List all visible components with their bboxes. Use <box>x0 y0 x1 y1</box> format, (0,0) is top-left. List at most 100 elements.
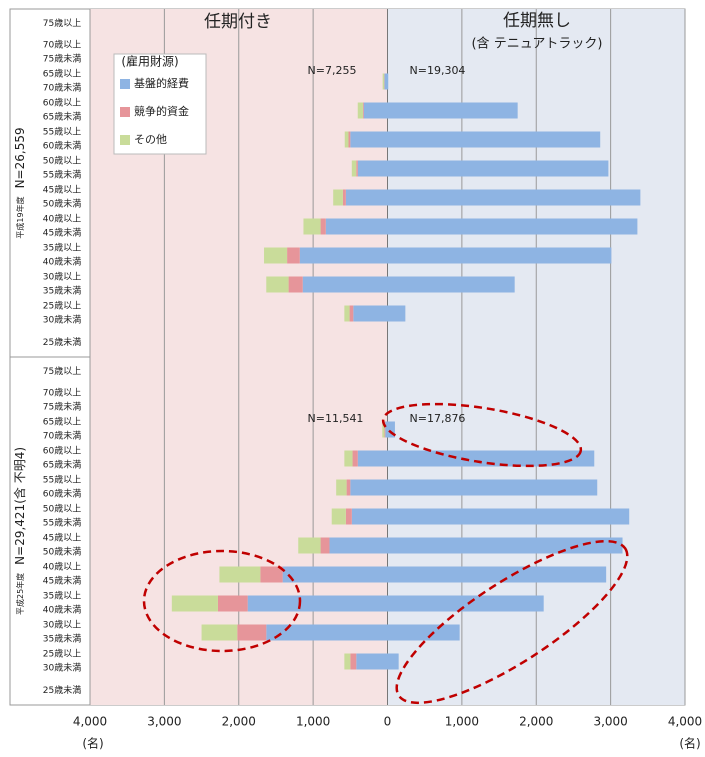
bar-fixed <box>357 450 388 467</box>
bar-fixed <box>266 276 289 293</box>
bars <box>171 73 641 670</box>
bar-fixed <box>247 595 388 612</box>
x-tick-label: 3,000 <box>147 715 181 729</box>
n-fixed: N=11,541 <box>308 412 364 425</box>
y-tick-label: 75歳未満 <box>43 401 81 413</box>
y-tick-label: 25歳以上 <box>43 648 81 660</box>
annotations <box>142 402 629 705</box>
x-tick-label: 3,000 <box>593 715 627 729</box>
bar-fixed <box>288 276 303 293</box>
bar-fixed <box>201 624 238 641</box>
n-fixed: N=7,255 <box>308 64 357 77</box>
panel-total: N=26,559 <box>13 127 27 188</box>
bar-fixed <box>356 160 358 177</box>
x-tick-label: 4,000 <box>73 715 107 729</box>
bar-fixed <box>287 247 300 264</box>
n-permanent: N=17,876 <box>410 412 466 425</box>
panel-period: 平成25年度 <box>15 573 25 615</box>
legend-title: (雇用財源) <box>121 54 178 69</box>
bar-permanent <box>387 160 609 177</box>
y-tick-label: 40歳以上 <box>43 561 81 573</box>
y-tick-label: 50歳未満 <box>43 546 81 558</box>
bar-permanent <box>387 189 641 206</box>
bar-fixed <box>382 421 385 438</box>
y-tick-label: 30歳以上 <box>43 271 81 283</box>
bar-fixed <box>357 102 363 119</box>
bar-fixed <box>350 479 388 496</box>
bar-fixed <box>384 421 386 438</box>
bar-fixed <box>351 160 357 177</box>
bar-permanent <box>387 508 630 525</box>
bar-fixed <box>320 218 326 235</box>
y-tick-label: 35歳未満 <box>43 633 81 645</box>
bar-fixed <box>299 247 388 264</box>
bar-fixed <box>353 305 388 322</box>
bar-fixed <box>356 653 388 670</box>
bar-fixed <box>352 450 358 467</box>
y-tick-label: 50歳以上 <box>43 155 81 167</box>
n-permanent: N=19,304 <box>410 64 466 77</box>
bar-fixed <box>349 305 354 322</box>
y-tick-label: 35歳以上 <box>43 242 81 254</box>
y-tick-label: 40歳未満 <box>43 604 81 616</box>
bar-fixed <box>266 624 388 641</box>
bar-permanent <box>387 566 607 583</box>
x-tick-label: 2,000 <box>519 715 553 729</box>
bar-fixed <box>325 218 388 235</box>
bar-fixed <box>219 566 261 583</box>
y-tick-label: 25歳未満 <box>43 684 81 696</box>
y-tick-label: 60歳未満 <box>43 488 81 500</box>
bar-permanent <box>387 218 638 235</box>
bar-permanent <box>387 131 601 148</box>
bar-fixed <box>260 566 283 583</box>
x-tick-label: 1,000 <box>296 715 330 729</box>
bar-fixed <box>350 653 357 670</box>
bar-fixed <box>344 305 350 322</box>
y-tick-label: 35歳未満 <box>43 285 81 297</box>
bar-fixed <box>331 508 346 525</box>
legend-swatch <box>120 79 130 89</box>
bar-permanent <box>387 537 623 554</box>
y-tick-label: 60歳未満 <box>43 140 81 152</box>
bar-fixed <box>345 508 352 525</box>
y-tick-label: 40歳以上 <box>43 213 81 225</box>
bar-fixed <box>298 537 321 554</box>
y-tick-label: 30歳以上 <box>43 619 81 631</box>
y-tick-label: 70歳以上 <box>43 39 81 51</box>
panel-label: 平成19年度 N=26,559 <box>13 127 27 238</box>
bar-fixed <box>344 131 349 148</box>
highlight-ellipse <box>395 539 629 705</box>
bar-fixed <box>329 537 388 554</box>
bar-fixed <box>357 160 388 177</box>
y-tick-label: 75歳未満 <box>43 53 81 65</box>
bar-fixed <box>217 595 248 612</box>
y-tick-label: 70歳未満 <box>43 430 81 442</box>
bar-fixed <box>302 276 388 293</box>
bar-fixed <box>344 653 351 670</box>
highlight-ellipse <box>142 549 302 653</box>
bar-permanent <box>387 421 395 438</box>
x-tick-label: 2,000 <box>222 715 256 729</box>
legend-label: その他 <box>134 133 167 146</box>
bar-permanent <box>387 653 399 670</box>
x-tick-label: 1,000 <box>445 715 479 729</box>
y-tick-label: 30歳未満 <box>43 314 81 326</box>
bar-fixed <box>342 189 346 206</box>
x-unit: (名) <box>679 736 700 751</box>
y-tick-label: 25歳未満 <box>43 336 81 348</box>
y-tick-label: 70歳以上 <box>43 387 81 399</box>
side-subtitle: (含 テニュアトラック) <box>471 36 602 52</box>
y-tick-label: 25歳以上 <box>43 300 81 312</box>
y-tick-label: 65歳未満 <box>43 111 81 123</box>
highlight-ellipse <box>381 402 583 468</box>
bar-fixed <box>385 421 388 438</box>
panel-label: 平成25年度 N=29,421(含 不明4) <box>12 447 27 615</box>
y-tick-label: 40歳未満 <box>43 256 81 268</box>
panel-period: 平成19年度 <box>15 196 25 238</box>
bar-permanent <box>387 595 544 612</box>
bar-permanent <box>387 305 406 322</box>
y-tick-label: 55歳以上 <box>43 474 81 486</box>
bar-fixed <box>351 508 388 525</box>
bar-fixed <box>346 479 351 496</box>
